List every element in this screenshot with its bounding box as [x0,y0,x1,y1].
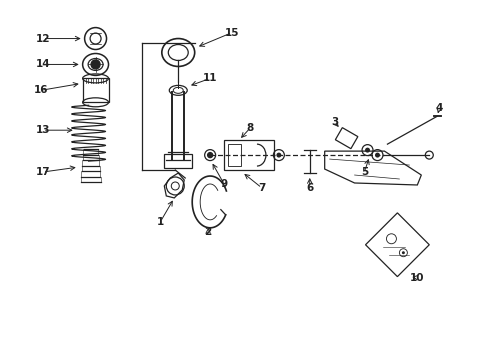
Text: 12: 12 [36,33,50,44]
Text: 3: 3 [331,117,338,127]
Text: 13: 13 [36,125,50,135]
Text: 5: 5 [361,167,368,177]
Text: 4: 4 [436,103,443,113]
Circle shape [375,153,380,158]
Bar [228,144,241,166]
Bar [224,140,274,170]
Circle shape [208,153,213,158]
Text: 6: 6 [306,183,314,193]
Text: 7: 7 [258,183,266,193]
Circle shape [365,148,370,153]
Text: 1: 1 [157,217,164,227]
Circle shape [276,153,281,158]
Text: 2: 2 [204,227,212,237]
Text: 14: 14 [35,59,50,69]
Text: 11: 11 [203,73,218,84]
Circle shape [402,251,405,254]
Text: 15: 15 [225,28,239,37]
Circle shape [91,60,100,69]
Bar [164,154,192,168]
Bar [83,78,108,102]
Text: 16: 16 [33,85,48,95]
Text: 17: 17 [35,167,50,177]
Text: 9: 9 [220,179,228,189]
Text: 8: 8 [246,123,254,133]
Text: 10: 10 [410,273,424,283]
